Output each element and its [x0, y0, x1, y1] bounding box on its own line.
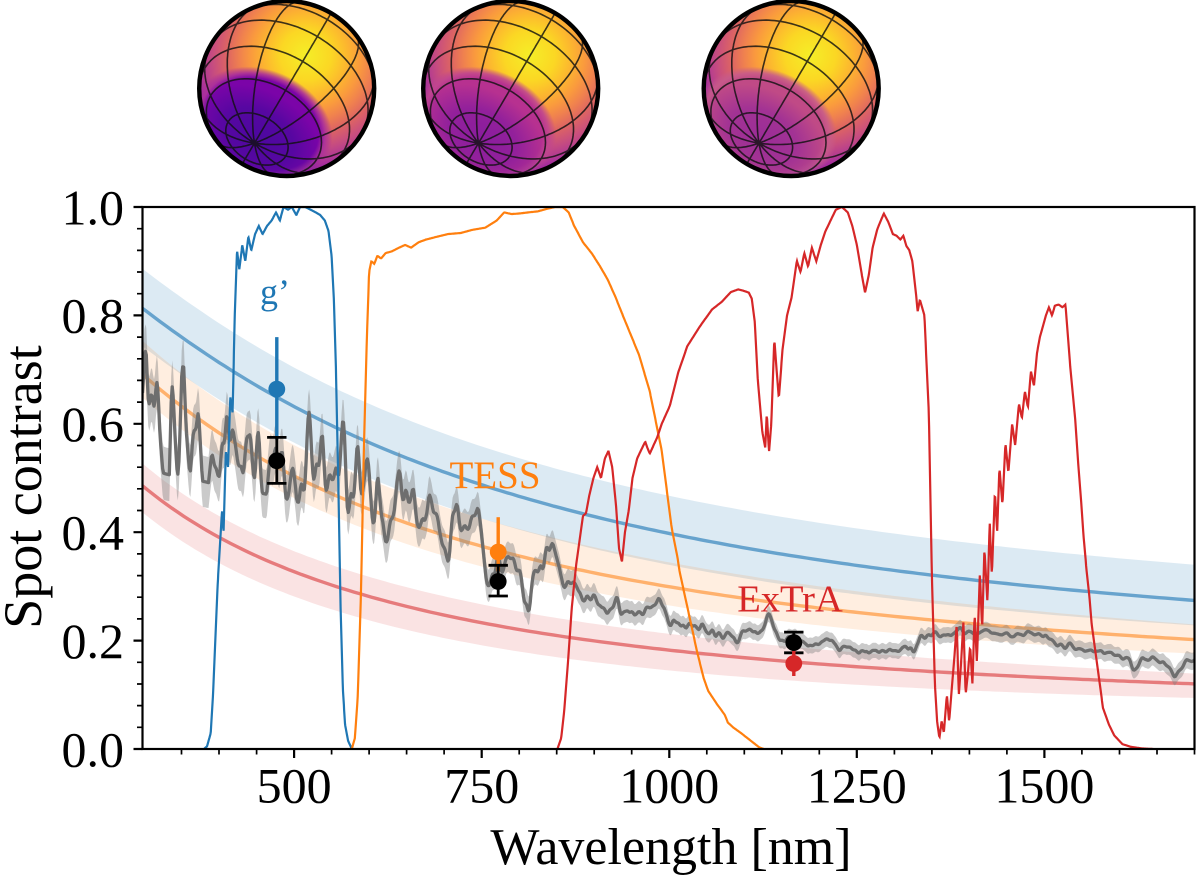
svg-text:TESS: TESS — [449, 454, 540, 497]
svg-text:750: 750 — [444, 758, 519, 814]
svg-text:1000: 1000 — [619, 758, 719, 814]
svg-text:Wavelength [nm]: Wavelength [nm] — [490, 819, 851, 876]
svg-text:0.6: 0.6 — [62, 396, 125, 452]
svg-text:0.8: 0.8 — [62, 288, 125, 344]
svg-text:0.4: 0.4 — [62, 505, 125, 561]
svg-text:0.0: 0.0 — [62, 721, 125, 777]
svg-text:Spot contrast: Spot contrast — [0, 345, 53, 628]
svg-text:1500: 1500 — [994, 758, 1094, 814]
svg-text:0.2: 0.2 — [62, 613, 125, 669]
svg-text:1.0: 1.0 — [62, 179, 125, 235]
svg-text:500: 500 — [257, 758, 332, 814]
svg-text:ExTrA: ExTrA — [737, 579, 843, 621]
svg-text:g’: g’ — [260, 272, 290, 312]
svg-text:1250: 1250 — [807, 758, 907, 814]
